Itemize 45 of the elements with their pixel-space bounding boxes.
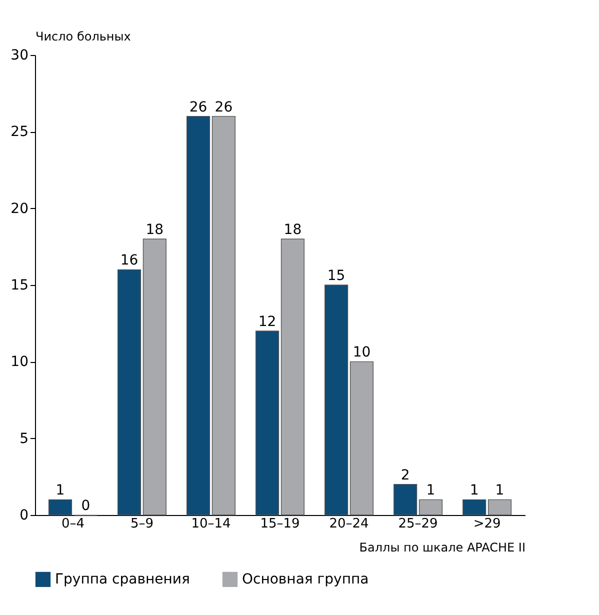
y-tick-label: 30 [10,48,28,64]
data-label: 26 [189,99,208,116]
bar [255,330,280,516]
y-tick-label: 0 [20,508,28,524]
bar [462,499,486,516]
x-tick-label: 10–14 [191,516,231,532]
x-tick-label: 0–4 [61,516,84,532]
bar [117,269,142,516]
legend-label: Основная группа [242,571,369,588]
bar [142,238,166,516]
bar [48,499,72,516]
y-axis-title: Число больных [36,30,131,44]
data-label: 18 [284,222,302,238]
data-label: 1 [470,482,479,499]
data-label: 1 [426,482,436,499]
legend-label: Группа сравнения [55,571,190,588]
y-tick-label: 25 [10,124,28,140]
x-tick-label: 20–24 [329,516,369,532]
bar [186,116,210,516]
data-label: 15 [327,268,346,284]
data-label: 1 [56,482,65,499]
data-label: 1 [495,482,504,499]
x-tick-label: >29 [473,516,501,532]
y-tick-label: 15 [10,278,28,294]
bar [418,499,443,516]
bar [280,238,305,516]
y-tick-label: 5 [20,430,28,447]
x-axis-title: Баллы по шкале APACHE II [359,540,526,554]
x-tick-label: 25–29 [398,516,438,532]
bar [350,361,374,516]
bar [488,499,512,516]
data-label: 0 [81,498,90,514]
bar [212,116,236,516]
bar [324,284,348,516]
data-label: 16 [120,252,138,269]
data-label: 2 [400,467,410,484]
y-tick-label: 10 [10,354,28,370]
data-label: 26 [214,99,233,116]
x-tick-label: 15–19 [260,516,300,532]
x-tick-label: 5–9 [130,516,154,532]
bar [394,484,418,516]
y-tick-label: 20 [10,200,28,217]
data-label: 10 [352,344,371,361]
data-label: 18 [146,222,164,238]
data-label: 12 [258,314,276,330]
